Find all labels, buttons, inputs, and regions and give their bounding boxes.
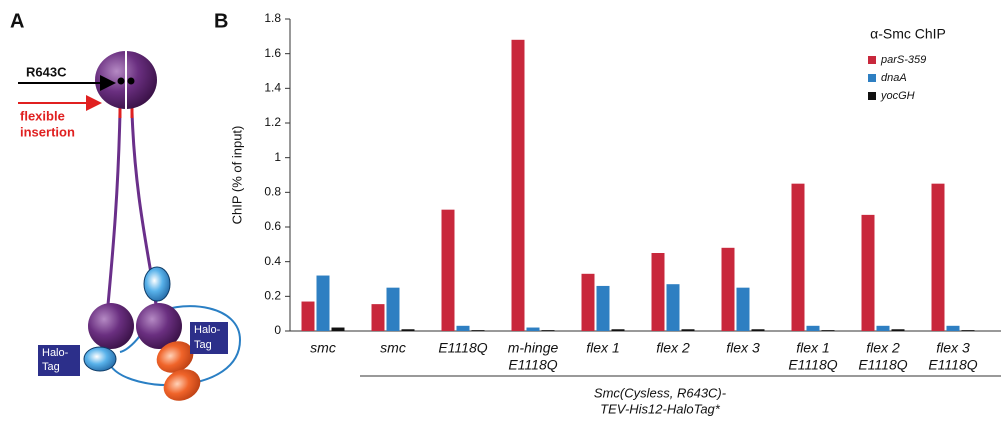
- bar: [751, 329, 765, 331]
- x-tick-label: m-hinge: [508, 340, 559, 356]
- tag-label: Halo-: [42, 347, 69, 359]
- legend-swatch: [868, 74, 876, 82]
- x-tick-label: E1118Q: [508, 357, 557, 373]
- x-tick-label: flex 3: [936, 340, 970, 356]
- x-tick-label: flex 3: [726, 340, 760, 356]
- insertion-label: flexible: [20, 108, 65, 123]
- y-tick-label: 1.8: [264, 11, 281, 25]
- bar: [541, 330, 555, 331]
- bar: [961, 330, 975, 331]
- bar: [611, 329, 625, 331]
- bar: [666, 284, 680, 331]
- y-tick-label: 0.2: [264, 289, 281, 303]
- panel-label: A: [10, 10, 24, 32]
- legend-swatch: [868, 92, 876, 100]
- tag-label: Tag: [42, 361, 60, 373]
- x-tick-label: flex 2: [656, 340, 690, 356]
- bar: [806, 325, 820, 331]
- y-tick-label: 0.4: [264, 254, 281, 268]
- bar: [386, 287, 400, 331]
- legend-label: dnaA: [881, 72, 907, 84]
- bar: [511, 39, 525, 332]
- smc-diagram: [18, 51, 242, 401]
- tag-label: Halo-: [194, 324, 221, 336]
- group-label: TEV-His12-HaloTag*: [600, 401, 721, 416]
- bar: [946, 325, 960, 331]
- y-tick-label: 0.6: [264, 219, 281, 233]
- bar: [471, 330, 485, 331]
- mutation-label: R643C: [26, 64, 67, 79]
- bar: [371, 304, 385, 331]
- legend-title: α-Smc ChIP: [870, 26, 946, 42]
- bar: [456, 325, 470, 331]
- bar: [861, 214, 875, 331]
- x-tick-label: E1118Q: [788, 357, 837, 373]
- bar: [651, 253, 665, 331]
- legend-label: parS-359: [880, 54, 926, 66]
- bar: [581, 273, 595, 331]
- insertion-label: insertion: [20, 124, 75, 139]
- bar: [441, 209, 455, 331]
- panel-label: B: [214, 10, 228, 32]
- x-tick-label: smc: [310, 340, 336, 356]
- x-tick-label: flex 2: [866, 340, 900, 356]
- group-label: Smc(Cysless, R643C)-: [594, 385, 727, 400]
- y-tick-label: 1.4: [264, 81, 281, 95]
- bar: [401, 329, 415, 331]
- x-tick-label: flex 1: [586, 340, 619, 356]
- y-tick-label: 0: [274, 323, 281, 337]
- x-tick-label: E1118Q: [858, 357, 907, 373]
- legend-label: yocGH: [880, 90, 915, 102]
- x-tick-label: E1118Q: [928, 357, 977, 373]
- y-tick-label: 0.8: [264, 185, 281, 199]
- x-tick-label: E1118Q: [438, 340, 487, 356]
- bar: [331, 327, 345, 331]
- bar: [316, 275, 330, 331]
- y-tick-label: 1: [274, 150, 281, 164]
- bar: [721, 247, 735, 331]
- tag-label: Tag: [194, 339, 212, 351]
- bar: [821, 330, 835, 331]
- bar: [681, 329, 695, 331]
- bar: [791, 183, 805, 331]
- bar: [736, 287, 750, 331]
- y-axis-label: ChIP (% of input): [229, 126, 244, 225]
- x-tick-label: smc: [380, 340, 406, 356]
- y-tick-label: 1.2: [264, 115, 281, 129]
- y-tick-label: 1.6: [264, 46, 281, 60]
- bar: [931, 183, 945, 331]
- bar: [876, 325, 890, 331]
- bar: [526, 327, 540, 331]
- x-tick-label: flex 1: [796, 340, 829, 356]
- bar: [301, 301, 315, 331]
- legend-swatch: [868, 56, 876, 64]
- bar: [891, 329, 905, 331]
- bar: [596, 285, 610, 331]
